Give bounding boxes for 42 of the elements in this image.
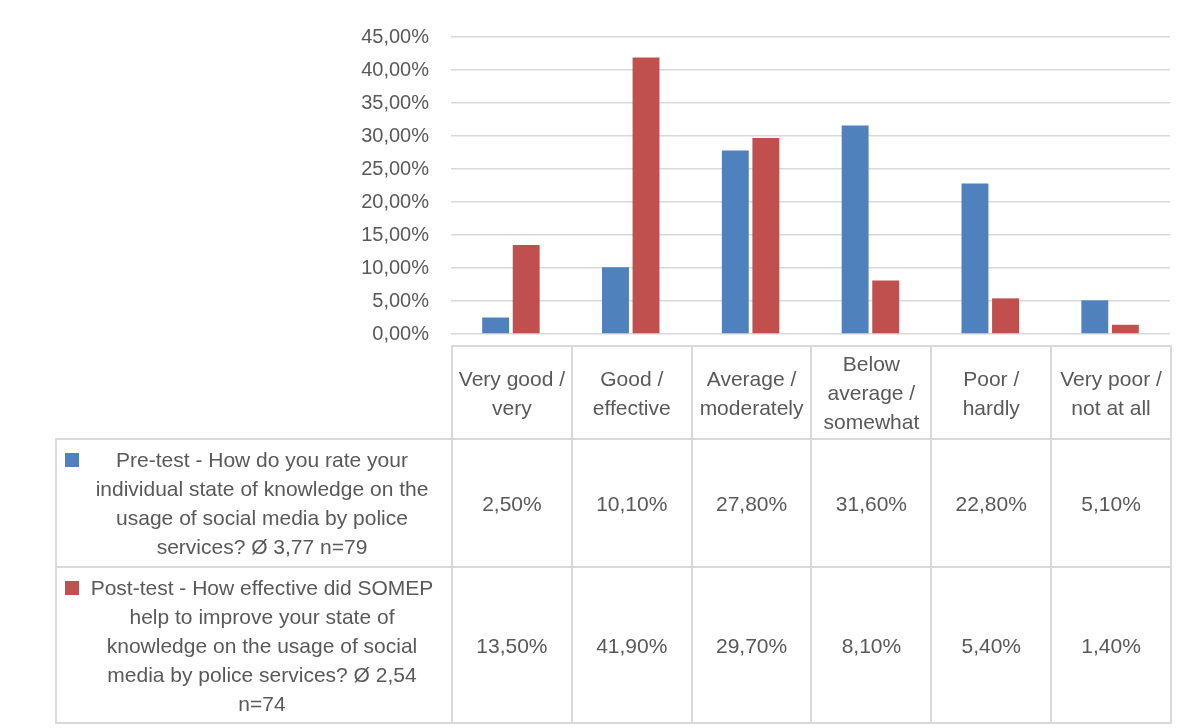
- bar: [632, 57, 660, 334]
- y-tick-label: 20,00%: [361, 189, 430, 212]
- data-label: 1,40%: [1051, 567, 1171, 723]
- bar: [602, 267, 629, 334]
- x-tick-label: Average / moderately: [691, 346, 812, 439]
- bar: [872, 280, 900, 334]
- bar: [512, 244, 540, 334]
- data-label: 10,10%: [571, 439, 692, 567]
- y-tick-label: 5,00%: [372, 288, 430, 311]
- data-label: 22,80%: [931, 439, 1052, 567]
- data-label: 5,40%: [931, 567, 1052, 723]
- x-tick-label: Very good / very: [452, 346, 572, 439]
- y-tick-label: 15,00%: [361, 222, 430, 245]
- x-tick-label: Good / effective: [571, 346, 692, 439]
- bar: [992, 298, 1019, 334]
- bar: [482, 317, 510, 334]
- x-tick-label: Below average / somewhat: [811, 346, 932, 439]
- y-tick-label: 35,00%: [361, 90, 430, 113]
- bar: [961, 183, 989, 334]
- data-label: 41,90%: [571, 567, 692, 723]
- y-tick-label: 25,00%: [361, 156, 430, 179]
- data-label: 8,10%: [811, 567, 932, 723]
- bar: [1111, 324, 1139, 334]
- legend-label: Post-test - How effective did SOMEP help to improve your state of knowledge on the usage of social media by police services? Ø 2,54 n=74: [89, 574, 435, 717]
- data-label: 2,50%: [452, 439, 572, 567]
- bar: [1081, 300, 1109, 334]
- legend-label: Pre-test - How do you rate your individual state of knowledge on the usage of social media by police services? Ø 3,77 n=79: [94, 447, 430, 560]
- y-tick-label: 40,00%: [361, 57, 430, 80]
- x-tick-label: Very poor / not at all: [1051, 346, 1171, 439]
- data-label: 31,60%: [811, 439, 932, 567]
- y-tick-label: 0,00%: [372, 321, 430, 344]
- data-label: 27,80%: [691, 439, 812, 567]
- y-tick-label: 30,00%: [361, 123, 430, 146]
- bar: [841, 125, 869, 334]
- bar: [752, 137, 780, 334]
- bar: [721, 150, 749, 334]
- x-tick-label: Poor / hardly: [931, 346, 1052, 439]
- y-tick-label: 10,00%: [361, 255, 430, 278]
- y-tick-label: 45,00%: [361, 24, 430, 47]
- data-label: 5,10%: [1051, 439, 1171, 567]
- data-label: 13,50%: [452, 567, 572, 723]
- data-label: 29,70%: [691, 567, 812, 723]
